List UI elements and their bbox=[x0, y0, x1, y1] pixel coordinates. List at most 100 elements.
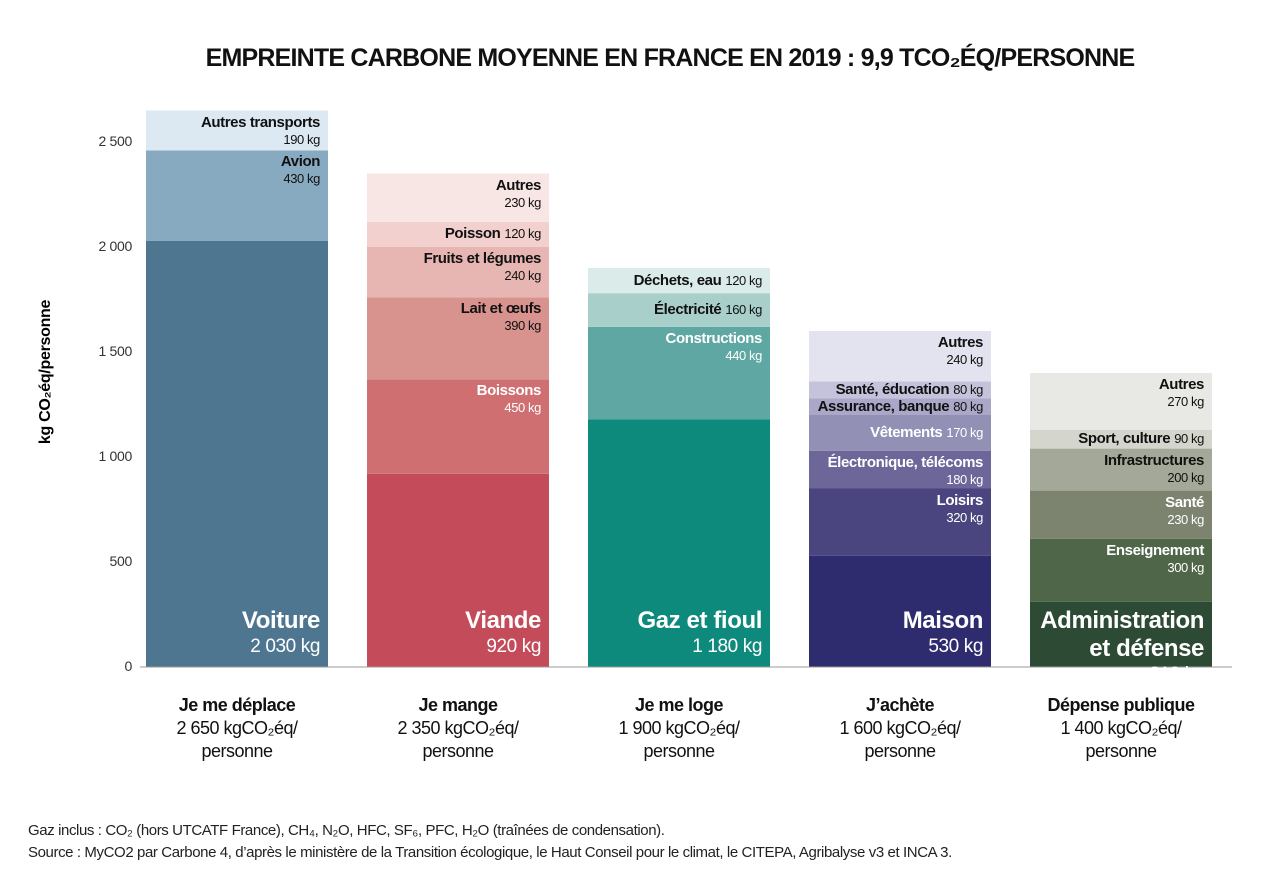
group-label: Je me loge 1 900 kgCO₂éq/personne bbox=[568, 694, 790, 763]
segment-name: Assurance, banque bbox=[817, 397, 950, 415]
segment-value: 240 kg bbox=[946, 352, 983, 367]
bar-segment bbox=[588, 268, 770, 294]
group-unit: personne bbox=[864, 741, 936, 761]
segment-name: Électricité bbox=[654, 301, 722, 318]
segment-name: Lait et œufs bbox=[460, 300, 542, 318]
segment-value: 120 kg bbox=[725, 272, 762, 288]
bar-segment bbox=[146, 240, 328, 667]
segment-name: Administration et défense bbox=[1040, 607, 1204, 662]
segment-value: 450 kg bbox=[504, 400, 541, 416]
segment-name: Loisirs bbox=[936, 491, 984, 509]
bar-segment bbox=[809, 450, 991, 489]
segment-name: Santé, éducation bbox=[835, 380, 950, 398]
segment-value: 390 kg bbox=[504, 318, 541, 334]
y-tick-label: 500 bbox=[109, 553, 133, 569]
group-total: 2 650 kgCO₂éq/ bbox=[176, 718, 298, 738]
bar-segment bbox=[809, 488, 991, 556]
group-label: Dépense publique 1 400 kgCO₂éq/personne bbox=[1010, 694, 1232, 763]
segment-name: Infrastructures bbox=[1104, 451, 1204, 469]
segment-label: Viande 920 kg bbox=[371, 607, 541, 659]
segment-label: Électricité 160 kg bbox=[592, 301, 762, 318]
group-total: 2 350 kgCO₂éq/ bbox=[397, 718, 519, 738]
segment-label: Boissons 450 kg bbox=[371, 382, 542, 416]
segment-name: Avion bbox=[280, 153, 321, 171]
segment-name: Autres bbox=[495, 176, 542, 194]
bar-segment bbox=[809, 415, 991, 451]
bar-segment bbox=[146, 150, 328, 241]
segment-label: Électronique, télécoms 180 kg bbox=[813, 454, 984, 488]
segment-value: 80 kg bbox=[953, 381, 983, 397]
segment-name: Autres bbox=[937, 334, 984, 351]
group-name: Je mange bbox=[418, 695, 498, 715]
chart-title: EMPREINTE CARBONE MOYENNE EN FRANCE EN 2… bbox=[205, 44, 1136, 72]
y-tick-label: 2 000 bbox=[98, 238, 132, 254]
group-unit: personne bbox=[643, 741, 715, 761]
group-unit: personne bbox=[422, 741, 494, 761]
segment-value: 190 kg bbox=[283, 131, 320, 147]
segment-value: 430 kg bbox=[283, 171, 320, 187]
segment-name: Santé bbox=[1165, 493, 1204, 511]
bar-segment bbox=[588, 326, 770, 420]
segment-label: Sport, culture 90 kg bbox=[1034, 430, 1204, 447]
bar-segment bbox=[367, 173, 549, 222]
segment-value: 90 kg bbox=[1174, 431, 1204, 447]
segment-name: Déchets, eau bbox=[633, 271, 722, 289]
segment-value: 180 kg bbox=[946, 471, 983, 487]
segment-value: 320 kg bbox=[946, 509, 983, 525]
group-name: Je me loge bbox=[634, 695, 724, 715]
bar-segment bbox=[1030, 490, 1212, 539]
segment-value: 2 030 kg bbox=[250, 636, 320, 657]
y-tick-label: 1 000 bbox=[98, 448, 132, 464]
segment-value: 200 kg bbox=[1167, 469, 1204, 485]
segment-label: Vêtements 170 kg bbox=[813, 424, 983, 441]
segment-name: Fruits et légumes bbox=[423, 250, 542, 267]
segment-value: 160 kg bbox=[725, 302, 762, 317]
segment-label: Infrastructures 200 kg bbox=[1034, 452, 1204, 486]
bar-segment bbox=[146, 110, 328, 151]
group-label: Je mange 2 350 kgCO₂éq/personne bbox=[347, 694, 569, 763]
segment-label: Déchets, eau 120 kg bbox=[592, 271, 763, 289]
segment-value: 230 kg bbox=[504, 194, 541, 210]
segment-name: Viande bbox=[465, 607, 541, 634]
segment-value: 230 kg bbox=[1167, 511, 1204, 527]
bar-segment bbox=[809, 381, 991, 399]
segment-name: Poisson bbox=[444, 225, 501, 243]
group-unit: personne bbox=[1085, 741, 1157, 761]
segment-label: Avion 430 kg bbox=[150, 153, 321, 187]
notes: Gaz inclus : CO₂ (hors UTCATF France), C… bbox=[28, 820, 952, 864]
group-name: Je me déplace bbox=[178, 695, 296, 715]
segment-name: Enseignement bbox=[1106, 541, 1204, 559]
segment-value: 920 kg bbox=[486, 636, 541, 657]
segment-label: Santé 230 kg bbox=[1034, 494, 1204, 528]
segment-label: Voiture 2 030 kg bbox=[150, 607, 321, 659]
segment-value: 310 kg bbox=[1149, 664, 1204, 685]
group-name: Dépense publique bbox=[1047, 695, 1195, 715]
segment-name: Maison bbox=[902, 607, 984, 634]
segment-name: Gaz et fioul bbox=[637, 607, 762, 634]
bar-segment bbox=[1030, 601, 1212, 667]
segment-label: Enseignement 300 kg bbox=[1034, 542, 1204, 576]
group-name: J’achète bbox=[865, 695, 935, 715]
segment-label: Loisirs 320 kg bbox=[813, 491, 984, 526]
segment-label: Gaz et fioul 1 180 kg bbox=[592, 607, 762, 659]
segment-value: 170 kg bbox=[946, 424, 983, 440]
segment-value: 1 180 kg bbox=[692, 636, 762, 657]
group-label: J’achète 1 600 kgCO₂éq/personne bbox=[789, 694, 1011, 763]
segment-value: 240 kg bbox=[504, 268, 541, 283]
group-unit: personne bbox=[201, 741, 273, 761]
segment-label: Maison 530 kg bbox=[813, 607, 984, 659]
bar-segment bbox=[1030, 448, 1212, 491]
y-axis-label: kg CO₂éq/personne bbox=[37, 299, 54, 445]
segment-label: Santé, éducation 80 kg bbox=[813, 380, 984, 398]
segment-label: Administration et défense 310 kg bbox=[1034, 607, 1204, 687]
bar-segment bbox=[367, 379, 549, 474]
segment-value: 120 kg bbox=[504, 226, 541, 242]
segment-label: Poisson 120 kg bbox=[371, 225, 542, 243]
bar-segment bbox=[809, 331, 991, 382]
segment-label: Fruits et légumes 240 kg bbox=[371, 250, 542, 284]
bar-segment bbox=[809, 555, 991, 667]
group-total: 1 900 kgCO₂éq/ bbox=[618, 718, 740, 738]
segment-value: 270 kg bbox=[1167, 394, 1204, 409]
group-label: Je me déplace 2 650 kgCO₂éq/personne bbox=[126, 694, 348, 763]
